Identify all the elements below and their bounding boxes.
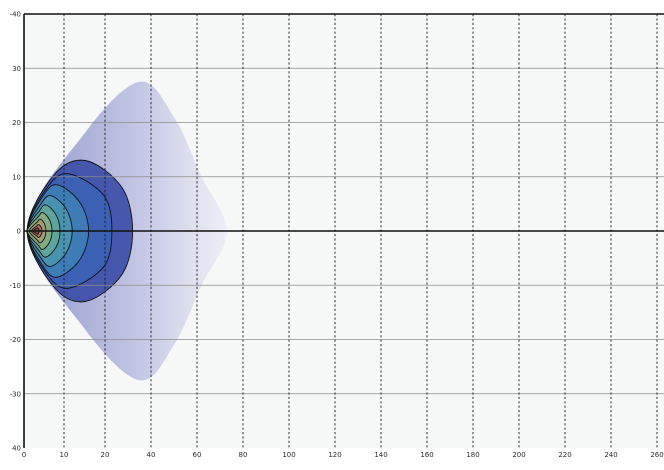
x-tick-label: 180 — [466, 451, 479, 459]
x-tick-label: 240 — [604, 451, 617, 459]
y-tick-label: 30 — [12, 65, 21, 73]
x-tick-label: 220 — [558, 451, 571, 459]
y-tick-labels: -40 30 20 10 0 -10 -20 -30 40 — [10, 11, 21, 453]
y-tick-label: -40 — [10, 11, 21, 19]
x-tick-label: 20 — [101, 451, 110, 459]
axis-layer — [23, 13, 664, 448]
grid-layer — [24, 14, 664, 448]
y-tick-label: 10 — [12, 173, 21, 181]
y-tick-label: -10 — [10, 282, 21, 290]
x-tick-label: 80 — [239, 451, 248, 459]
x-tick-label: 260 — [650, 451, 663, 459]
x-tick-labels: 0 10 20 40 60 80 100 120 140 160 180 200 220 240 260 — [22, 451, 664, 459]
x-tick-label: 140 — [374, 451, 387, 459]
x-tick-label: 120 — [328, 451, 341, 459]
y-tick-label: -20 — [10, 336, 21, 344]
x-tick-label: 160 — [420, 451, 433, 459]
y-tick-label: 20 — [12, 119, 21, 127]
x-tick-label: 40 — [147, 451, 156, 459]
x-tick-label: 200 — [512, 451, 525, 459]
y-tick-label: 40 — [12, 445, 21, 453]
x-tick-label: 60 — [193, 451, 202, 459]
y-tick-label: -30 — [10, 390, 21, 398]
x-tick-label: 100 — [282, 451, 295, 459]
x-tick-label: 10 — [60, 451, 69, 459]
x-tick-label: 0 — [22, 451, 26, 459]
y-tick-label: 0 — [17, 228, 21, 236]
